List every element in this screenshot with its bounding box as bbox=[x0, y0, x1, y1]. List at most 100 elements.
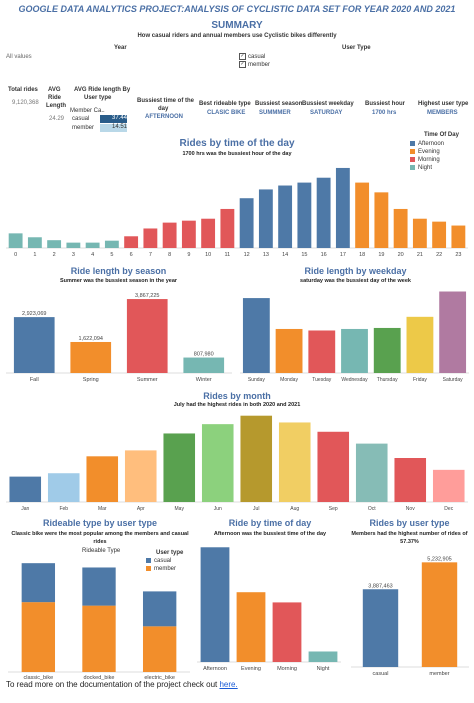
bar bbox=[162, 222, 177, 248]
data-label: 3,867,225 bbox=[135, 293, 159, 299]
legend-label: member bbox=[154, 566, 177, 573]
data-label: 2,923,069 bbox=[22, 311, 46, 317]
tick-label: Spring bbox=[83, 377, 99, 383]
year-filter-label: Year bbox=[114, 45, 127, 51]
bar bbox=[355, 443, 388, 502]
tick-label: Night bbox=[317, 666, 330, 672]
tick-label: Fall bbox=[30, 377, 39, 383]
busiest-time-value: AFTERNOON bbox=[145, 114, 183, 120]
usertype-option-member[interactable]: ✓ member bbox=[239, 61, 270, 68]
rideable-chart-subtitle-1: Classic bike were the most popular among… bbox=[11, 531, 189, 537]
tick-label: Saturday bbox=[443, 377, 464, 383]
tick-label: Jun bbox=[214, 506, 222, 512]
checkbox-icon[interactable]: ✓ bbox=[239, 53, 246, 60]
bar bbox=[297, 182, 312, 248]
data-label: 807,980 bbox=[194, 352, 214, 358]
bar bbox=[27, 237, 42, 248]
row-label-casual: casual bbox=[72, 116, 90, 122]
season-chart-title: Ride length by season bbox=[70, 266, 167, 276]
tick-label: Wednesday bbox=[341, 377, 368, 383]
legend-label: Evening bbox=[418, 149, 440, 156]
usertype-option-casual[interactable]: ✓ casual bbox=[239, 53, 265, 60]
tick-label: Sep bbox=[329, 506, 338, 512]
hour-chart-subtitle: 1700 hrs was the bussiest hour of the da… bbox=[182, 151, 292, 157]
bar bbox=[124, 236, 139, 248]
tick-label: Morning bbox=[277, 666, 297, 672]
legend-swatch bbox=[410, 141, 415, 146]
legend-swatch bbox=[410, 149, 415, 154]
hour-value: 1700 hrs bbox=[372, 110, 397, 116]
bar bbox=[8, 233, 23, 248]
casual-avg-value: 37.44 bbox=[111, 115, 127, 121]
weekday-value: SATURDAY bbox=[310, 110, 343, 116]
stacked-bar-segment bbox=[82, 605, 116, 672]
tick-label: Sunday bbox=[248, 377, 265, 383]
bar bbox=[421, 562, 458, 667]
dashboard-subtitle: How casual riders and annual members use… bbox=[137, 33, 337, 39]
season-chart: Fall 2,923,069 Spring 1,622,094 Summer 3,867,… bbox=[6, 293, 232, 383]
tod-chart: Afternoon Evening Morning Night bbox=[197, 547, 341, 672]
tick-label: docked_bike bbox=[84, 675, 115, 680]
legend-swatch bbox=[146, 558, 151, 563]
tick-label: Jan bbox=[21, 506, 29, 512]
option-label: member bbox=[248, 62, 271, 69]
bar bbox=[258, 189, 273, 248]
legend-item-member: member bbox=[146, 566, 176, 572]
tick-label: electric_bike bbox=[144, 675, 175, 680]
usertype-filter-label: User Type bbox=[342, 45, 371, 51]
bar bbox=[335, 167, 350, 248]
bar bbox=[308, 651, 338, 662]
tick-label: 22 bbox=[436, 252, 442, 258]
tick-label: Summer bbox=[137, 377, 158, 383]
bar bbox=[242, 298, 270, 373]
bar bbox=[13, 317, 55, 373]
tick-label: Mar bbox=[98, 506, 107, 512]
tick-label: 0 bbox=[14, 252, 17, 258]
rideable-value: CLASIC BIKE bbox=[207, 110, 246, 116]
member-column-header: Member Ca.. bbox=[70, 108, 105, 114]
tick-label: Feb bbox=[59, 506, 68, 512]
tick-label: 9 bbox=[187, 252, 190, 258]
tick-label: 2 bbox=[53, 252, 56, 258]
bar bbox=[393, 208, 408, 248]
avg-by-user-label-2: User type bbox=[84, 95, 112, 101]
total-rides-value: 9,120,368 bbox=[12, 100, 39, 106]
user-chart-title: Rides by user type bbox=[369, 518, 450, 528]
bar bbox=[236, 592, 266, 662]
tick-label: classic_bike bbox=[24, 675, 54, 680]
stacked-bar-segment bbox=[142, 626, 177, 672]
documentation-link[interactable]: here. bbox=[219, 680, 238, 689]
season-chart-subtitle: Summer was the bussiest season in the ye… bbox=[59, 278, 178, 284]
month-chart-subtitle: July had the highest rides in both 2020 … bbox=[173, 402, 301, 408]
user-chart-subtitle-2: 57.37% bbox=[400, 539, 419, 545]
tick-label: Afternoon bbox=[203, 666, 227, 672]
tick-label: 15 bbox=[301, 252, 307, 258]
member-avg-value: 14.51 bbox=[111, 124, 127, 130]
summary-heading: SUMMARY bbox=[211, 20, 263, 31]
tod-chart-title: Ride by time of day bbox=[228, 518, 312, 528]
tick-label: 13 bbox=[263, 252, 269, 258]
user-value: MEMBERS bbox=[427, 110, 458, 116]
month-chart: Jan Feb Mar Apr May Jun Jul Aug Sep Oct Nov Dec bbox=[6, 415, 468, 512]
checkbox-icon[interactable]: ✓ bbox=[239, 61, 246, 68]
hour-chart-title: Rides by time of the day bbox=[179, 138, 295, 149]
tick-label: Thursday bbox=[377, 377, 398, 383]
dashboard-title: GOOGLE DATA ANALYTICS PROJECT:ANALYSIS O… bbox=[18, 4, 456, 14]
tick-label: 3 bbox=[72, 252, 75, 258]
bar bbox=[432, 469, 465, 502]
rideable-label: Best rideable type bbox=[199, 101, 251, 107]
weekday-chart-title: Ride length by weekday bbox=[304, 266, 407, 276]
tick-label: Friday bbox=[413, 377, 427, 383]
bar bbox=[201, 218, 216, 248]
tick-label: Oct bbox=[368, 506, 376, 512]
user-chart-subtitle-1: Members had the highest number of rides … bbox=[351, 531, 468, 537]
total-rides-label: Total rides bbox=[8, 87, 38, 93]
year-filter-value[interactable]: All values bbox=[6, 54, 32, 60]
hour-chart: 0 1 2 3 4 5 6 7 8 9 10 11 12 13 14 15 16 17 18 19 20 21 22 23 bbox=[6, 167, 468, 258]
bar bbox=[239, 198, 254, 248]
avg-length-label-3: Length bbox=[46, 103, 66, 109]
tick-label: 10 bbox=[205, 252, 211, 258]
legend-item-night: Night bbox=[410, 165, 432, 171]
tick-label: 4 bbox=[91, 252, 94, 258]
bar bbox=[220, 208, 235, 248]
